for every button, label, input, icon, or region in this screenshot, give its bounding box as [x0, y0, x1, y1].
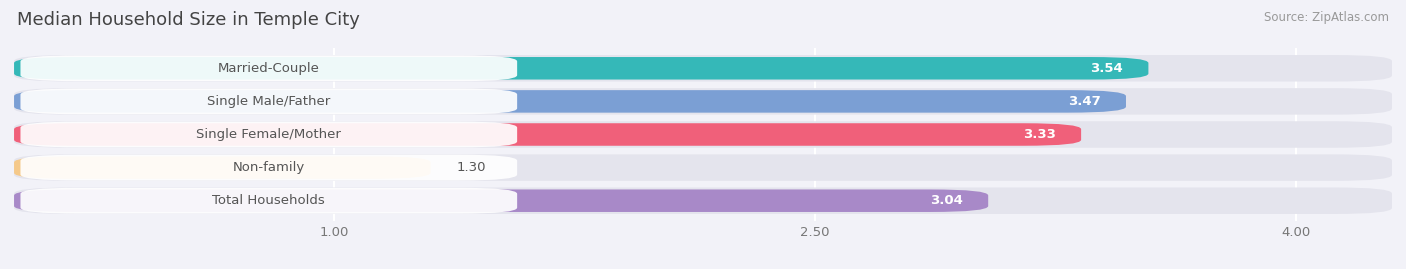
FancyBboxPatch shape	[14, 88, 1392, 115]
FancyBboxPatch shape	[21, 89, 517, 114]
Text: Non-family: Non-family	[232, 161, 305, 174]
FancyBboxPatch shape	[14, 90, 1126, 113]
FancyBboxPatch shape	[14, 189, 988, 212]
FancyBboxPatch shape	[14, 55, 1392, 82]
FancyBboxPatch shape	[21, 55, 517, 81]
Text: 3.54: 3.54	[1090, 62, 1123, 75]
Text: Single Male/Father: Single Male/Father	[207, 95, 330, 108]
FancyBboxPatch shape	[14, 123, 1081, 146]
FancyBboxPatch shape	[14, 187, 1392, 214]
FancyBboxPatch shape	[14, 121, 1392, 148]
Text: 3.47: 3.47	[1067, 95, 1101, 108]
Text: Source: ZipAtlas.com: Source: ZipAtlas.com	[1264, 11, 1389, 24]
FancyBboxPatch shape	[21, 122, 517, 147]
Text: Married-Couple: Married-Couple	[218, 62, 319, 75]
FancyBboxPatch shape	[14, 57, 1149, 80]
FancyBboxPatch shape	[14, 156, 430, 179]
Text: 1.30: 1.30	[457, 161, 485, 174]
FancyBboxPatch shape	[21, 155, 517, 180]
Text: 3.33: 3.33	[1022, 128, 1056, 141]
Text: Single Female/Mother: Single Female/Mother	[197, 128, 342, 141]
Text: 3.04: 3.04	[929, 194, 963, 207]
FancyBboxPatch shape	[21, 188, 517, 214]
FancyBboxPatch shape	[14, 154, 1392, 181]
Text: Total Households: Total Households	[212, 194, 325, 207]
Text: Median Household Size in Temple City: Median Household Size in Temple City	[17, 11, 360, 29]
